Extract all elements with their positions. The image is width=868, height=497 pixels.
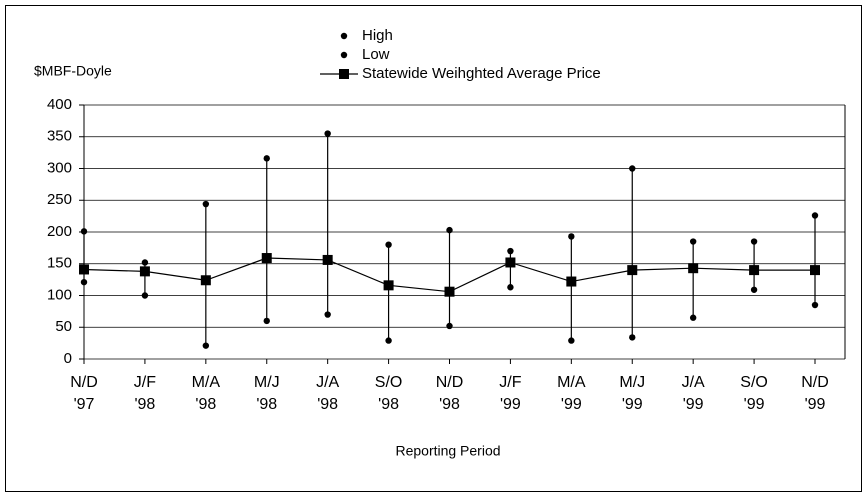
point xyxy=(139,266,150,277)
legend-marker xyxy=(340,51,348,59)
y-tick-label: 50 xyxy=(55,318,72,335)
y-tick-label: 250 xyxy=(47,191,72,208)
point xyxy=(689,238,697,245)
point xyxy=(749,265,760,276)
point xyxy=(446,226,453,234)
point xyxy=(507,247,514,255)
point xyxy=(750,286,758,293)
x-tick-label: J/A '98 xyxy=(316,374,340,413)
point xyxy=(627,265,638,276)
point xyxy=(444,286,455,297)
x-axis-title: Reporting Period xyxy=(395,443,500,459)
point xyxy=(811,212,819,219)
point xyxy=(202,200,210,208)
legend-marker xyxy=(339,69,349,79)
point xyxy=(383,280,394,291)
point xyxy=(385,337,392,344)
y-tick-label: 0 xyxy=(64,350,72,367)
chart-frame xyxy=(5,5,862,492)
x-tick-label: N/D '98 xyxy=(435,374,464,413)
point xyxy=(568,233,575,240)
point xyxy=(200,275,211,286)
x-tick-label: M/A '99 xyxy=(557,374,586,413)
point xyxy=(324,311,331,318)
point xyxy=(324,130,331,137)
point xyxy=(79,264,89,275)
legend-label: Statewide Weihghted Average Price xyxy=(362,65,601,82)
x-tick-label: S/O '99 xyxy=(740,374,768,413)
y-tick-label: 100 xyxy=(47,286,72,303)
point xyxy=(811,301,819,309)
point xyxy=(261,253,272,264)
point xyxy=(810,265,820,276)
x-tick-label: N/D '99 xyxy=(801,374,829,413)
point xyxy=(141,292,149,299)
x-tick-label: N/D '97 xyxy=(70,374,98,413)
point xyxy=(80,278,88,286)
point xyxy=(263,317,270,325)
y-tick-label: 400 xyxy=(47,96,72,113)
legend-label: High xyxy=(362,27,393,44)
point xyxy=(507,284,514,291)
point xyxy=(689,314,697,321)
x-tick-label: J/F '99 xyxy=(499,374,522,413)
point xyxy=(750,238,758,245)
point xyxy=(80,228,88,235)
point xyxy=(202,342,210,349)
point xyxy=(566,276,577,287)
x-tick-label: J/F '98 xyxy=(133,374,157,413)
y-tick-label: 300 xyxy=(47,159,72,176)
x-tick-label: J/A '99 xyxy=(681,374,705,413)
x-tick-label: S/O '98 xyxy=(374,374,403,413)
y-tick-label: 150 xyxy=(47,255,72,272)
point xyxy=(688,263,699,274)
legend-marker xyxy=(340,32,348,40)
legend-label: Low xyxy=(362,46,390,63)
point xyxy=(263,155,270,162)
y-axis-title: $MBF-Doyle xyxy=(34,63,112,79)
point xyxy=(629,334,636,341)
point xyxy=(446,322,453,330)
x-tick-label: M/J '99 xyxy=(619,374,646,413)
point xyxy=(568,337,575,344)
point xyxy=(322,254,333,265)
y-tick-label: 350 xyxy=(47,128,72,145)
point xyxy=(629,165,636,172)
point xyxy=(385,241,392,248)
point xyxy=(505,257,516,268)
y-tick-label: 200 xyxy=(47,223,72,240)
x-tick-label: M/J '98 xyxy=(253,374,280,413)
x-tick-label: M/A '98 xyxy=(191,374,221,413)
point xyxy=(141,259,149,266)
